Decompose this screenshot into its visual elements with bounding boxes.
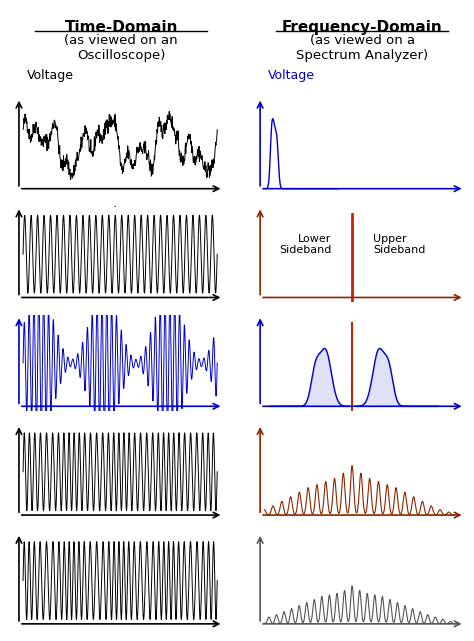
Text: (as viewed on an
Oscilloscope): (as viewed on an Oscilloscope) [64, 34, 178, 62]
Text: (as viewed on a
Spectrum Analyzer): (as viewed on a Spectrum Analyzer) [296, 34, 428, 62]
Text: Upper
Sideband: Upper Sideband [373, 234, 425, 256]
Text: Lower
Sideband: Lower Sideband [279, 234, 331, 256]
Text: f$_c$: f$_c$ [351, 424, 362, 440]
Text: f$_c$: f$_c$ [351, 533, 362, 549]
Text: Time-Domain: Time-Domain [64, 20, 178, 35]
Text: Voltage: Voltage [268, 69, 315, 82]
Text: f$_c$: f$_c$ [351, 315, 362, 331]
Text: Frequency: Frequency [379, 206, 440, 219]
Text: Time: Time [106, 206, 137, 219]
Text: Voltage: Voltage [27, 69, 74, 82]
Text: Frequency-Domain: Frequency-Domain [282, 20, 443, 35]
Text: 0: 0 [264, 206, 272, 219]
